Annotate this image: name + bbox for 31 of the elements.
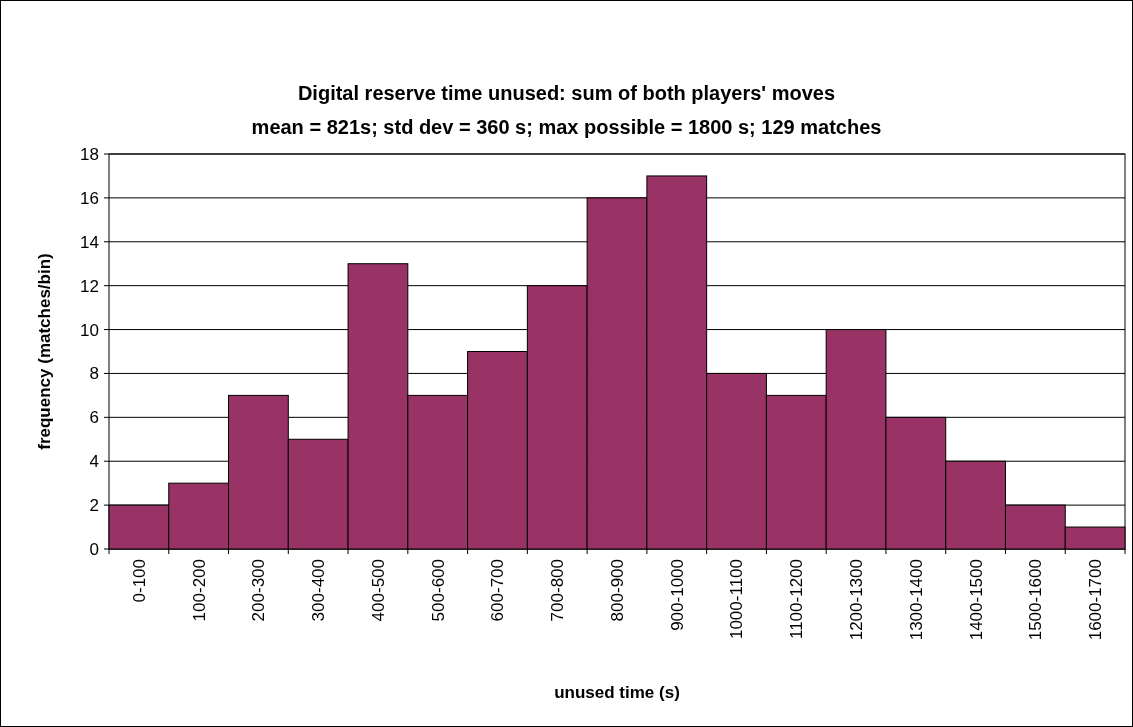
x-tick-label: 900-1000 bbox=[667, 559, 687, 631]
x-axis-title: unused time (s) bbox=[554, 683, 680, 702]
x-tick-label: 200-300 bbox=[249, 559, 269, 622]
x-tick-label: 1500-1600 bbox=[1026, 559, 1046, 641]
x-tick-label: 800-900 bbox=[607, 559, 627, 622]
y-tick-label: 12 bbox=[80, 276, 99, 296]
x-tick-label: 1100-1200 bbox=[787, 559, 807, 640]
y-tick-label: 4 bbox=[89, 452, 99, 472]
chart-title: Digital reserve time unused: sum of both players' moves bbox=[297, 82, 836, 104]
x-tick-label: 1600-1700 bbox=[1086, 559, 1106, 641]
x-tick-label: 100-200 bbox=[189, 559, 209, 622]
x-tick-label: 0-100 bbox=[129, 559, 149, 603]
y-axis-title: frequency (matches/bin) bbox=[35, 253, 54, 450]
x-tick-label: 600-700 bbox=[488, 559, 508, 622]
x-tick-label: 300-400 bbox=[309, 559, 329, 622]
y-tick-label: 16 bbox=[80, 188, 99, 208]
y-tick-label: 2 bbox=[89, 496, 99, 516]
x-tick-label: 500-600 bbox=[428, 559, 448, 622]
x-tick-label: 400-500 bbox=[368, 559, 388, 622]
y-tick-label: 6 bbox=[89, 408, 99, 428]
y-tick-label: 18 bbox=[80, 144, 99, 164]
x-tick-label: 1300-1400 bbox=[906, 559, 926, 641]
x-tick-label: 1000-1100 bbox=[727, 559, 747, 640]
y-tick-label: 10 bbox=[80, 320, 99, 340]
chart-subtitle: mean = 821s; std dev = 360 s; max possible = 1800 s; 129 matches bbox=[251, 116, 882, 138]
x-tick-label: 700-800 bbox=[548, 559, 568, 622]
x-tick-label: 1400-1500 bbox=[966, 559, 986, 641]
x-tick-label: 1200-1300 bbox=[847, 559, 867, 641]
y-tick-label: 8 bbox=[89, 364, 99, 384]
y-tick-label: 0 bbox=[89, 539, 99, 559]
y-tick-label: 14 bbox=[80, 232, 99, 252]
